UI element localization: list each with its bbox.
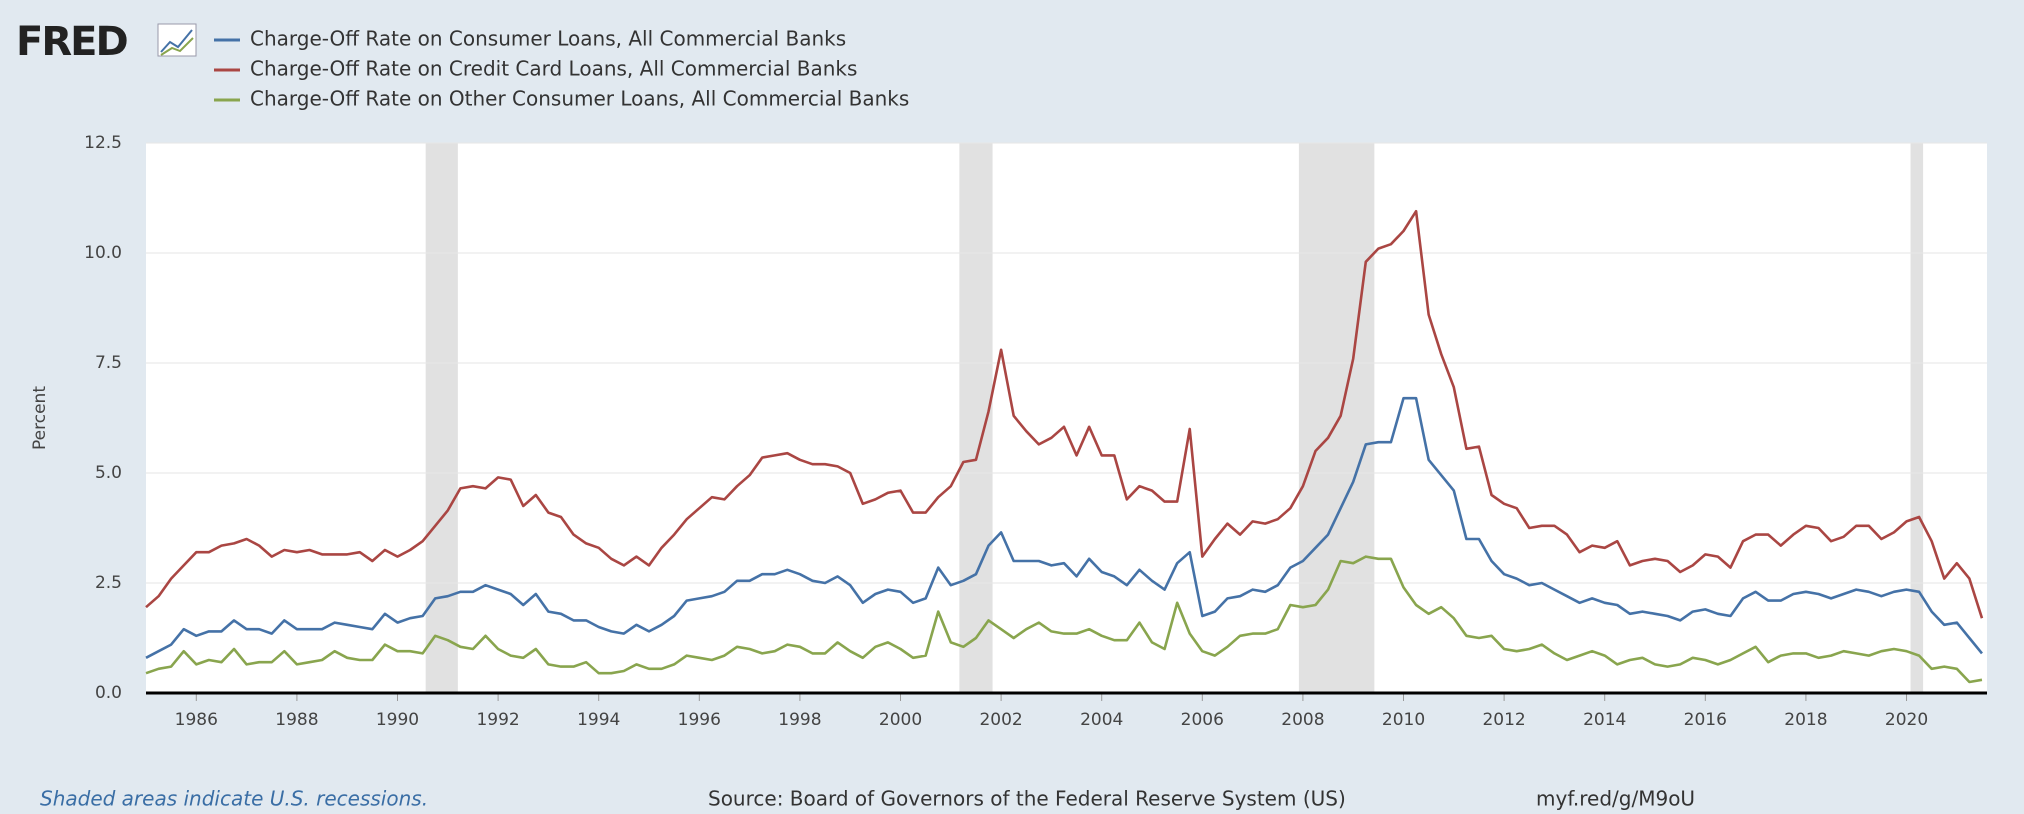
x-tick-label: 2000 bbox=[879, 710, 922, 730]
legend-label: Charge-Off Rate on Consumer Loans, All C… bbox=[250, 27, 846, 51]
recession-band bbox=[1298, 143, 1375, 693]
y-tick-label: 2.5 bbox=[95, 573, 122, 593]
x-tick-label: 2014 bbox=[1583, 710, 1626, 730]
series-line bbox=[145, 555, 1983, 684]
series-line bbox=[145, 396, 1983, 659]
x-tick-label: 2004 bbox=[1080, 710, 1123, 730]
footer-note: Shaded areas indicate U.S. recessions. bbox=[40, 787, 428, 811]
x-tick-label: 1994 bbox=[577, 710, 620, 730]
x-tick-label: 1988 bbox=[275, 710, 318, 730]
x-tick-label: 2008 bbox=[1281, 710, 1324, 730]
x-tick-label: 1986 bbox=[175, 710, 218, 730]
footer-source: Source: Board of Governors of the Federa… bbox=[708, 787, 1346, 811]
logo-icon bbox=[157, 23, 197, 57]
recession-band bbox=[1910, 143, 1924, 693]
y-axis-label: Percent bbox=[30, 386, 50, 450]
footer-link[interactable]: myf.red/g/M9oU bbox=[1536, 787, 1695, 811]
y-tick-label: 12.5 bbox=[84, 133, 122, 153]
x-tick-label: 2002 bbox=[979, 710, 1022, 730]
legend-label: Charge-Off Rate on Credit Card Loans, Al… bbox=[250, 57, 857, 81]
legend-label: Charge-Off Rate on Other Consumer Loans,… bbox=[250, 87, 909, 111]
x-tick-label: 1998 bbox=[778, 710, 821, 730]
x-tick-label: 2012 bbox=[1482, 710, 1525, 730]
y-tick-label: 5.0 bbox=[95, 463, 122, 483]
x-tick-label: 2020 bbox=[1885, 710, 1928, 730]
x-tick-label: 2010 bbox=[1382, 710, 1425, 730]
x-tick-label: 2016 bbox=[1684, 710, 1727, 730]
series-line bbox=[145, 209, 1984, 619]
y-tick-label: 10.0 bbox=[84, 243, 122, 263]
x-tick-label: 1996 bbox=[678, 710, 721, 730]
x-tick-label: 2018 bbox=[1784, 710, 1827, 730]
y-tick-label: 0.0 bbox=[95, 683, 122, 703]
x-tick-label: 2006 bbox=[1181, 710, 1224, 730]
recession-band bbox=[425, 143, 458, 693]
x-tick-label: 1990 bbox=[376, 710, 419, 730]
y-tick-label: 7.5 bbox=[95, 353, 122, 373]
logo: FRED bbox=[16, 19, 127, 65]
x-tick-label: 1992 bbox=[476, 710, 519, 730]
